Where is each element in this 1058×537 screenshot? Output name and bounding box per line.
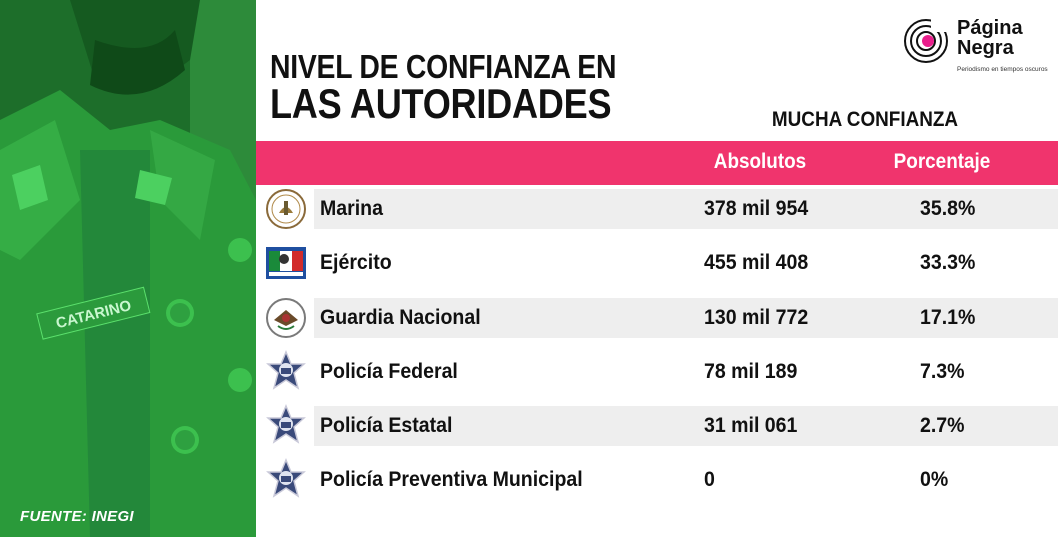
logo-mark-icon [904, 18, 949, 63]
row-stripe [314, 406, 1058, 446]
logo-name-line2: Negra [957, 37, 1014, 59]
institution-name: Ejército [320, 251, 392, 274]
percentage-value: 2.7% [920, 414, 965, 437]
percentage-value: 35.8% [920, 197, 976, 220]
absolute-value: 130 mil 772 [704, 306, 809, 329]
institution-name: Policía Estatal [320, 414, 453, 437]
percentage-value: 33.3% [920, 251, 976, 274]
column-header-porcentaje: Porcentaje [893, 150, 991, 173]
police-star-badge-icon [264, 458, 310, 502]
soldier-illustration: CATARINO [0, 0, 256, 537]
logo-tagline: Periodismo en tiempos oscuros [957, 66, 1048, 73]
ejercito-flag-icon [264, 241, 310, 285]
confidence-level-subheader: MUCHA CONFIANZA [771, 108, 959, 131]
institution-name: Guardia Nacional [320, 306, 481, 329]
table-header-band [256, 141, 1058, 185]
police-star-badge-icon [264, 350, 310, 394]
table-row: Policía Preventiva Municipal 0 0% [256, 458, 1058, 502]
page-title-line1: NIVEL DE CONFIANZA EN [270, 48, 617, 85]
percentage-value: 0% [920, 468, 949, 491]
table-row: Guardia Nacional 130 mil 772 17.1% [256, 296, 1058, 340]
absolute-value: 378 mil 954 [704, 197, 809, 220]
institution-name: Marina [320, 197, 383, 220]
source-note: FUENTE: INEGI [20, 508, 134, 525]
row-stripe [314, 189, 1058, 229]
absolute-value: 31 mil 061 [704, 414, 798, 437]
institution-name: Policía Federal [320, 360, 458, 383]
table-row: Policía Federal 78 mil 189 7.3% [256, 350, 1058, 394]
row-stripe [314, 298, 1058, 338]
guardia-nacional-seal-icon [264, 296, 310, 340]
institution-name: Policía Preventiva Municipal [320, 468, 583, 491]
pagina-negra-logo: Página Negra Periodismo en tiempos oscur… [903, 16, 1053, 78]
logo-name-line1: Página [957, 17, 1023, 39]
marina-seal-icon [264, 187, 310, 231]
table-row: Marina 378 mil 954 35.8% [256, 187, 1058, 231]
soldier-photo: CATARINO FUENTE: INEGI [0, 0, 256, 537]
absolute-value: 0 [704, 468, 715, 491]
absolute-value: 78 mil 189 [704, 360, 798, 383]
page-title-line2: LAS AUTORIDADES [270, 80, 612, 127]
percentage-value: 17.1% [920, 306, 976, 329]
table-row: Policía Estatal 31 mil 061 2.7% [256, 404, 1058, 448]
police-star-badge-icon [264, 404, 310, 448]
percentage-value: 7.3% [920, 360, 965, 383]
absolute-value: 455 mil 408 [704, 251, 809, 274]
table-row: Ejército 455 mil 408 33.3% [256, 241, 1058, 285]
column-header-absolutos: Absolutos [713, 150, 807, 173]
